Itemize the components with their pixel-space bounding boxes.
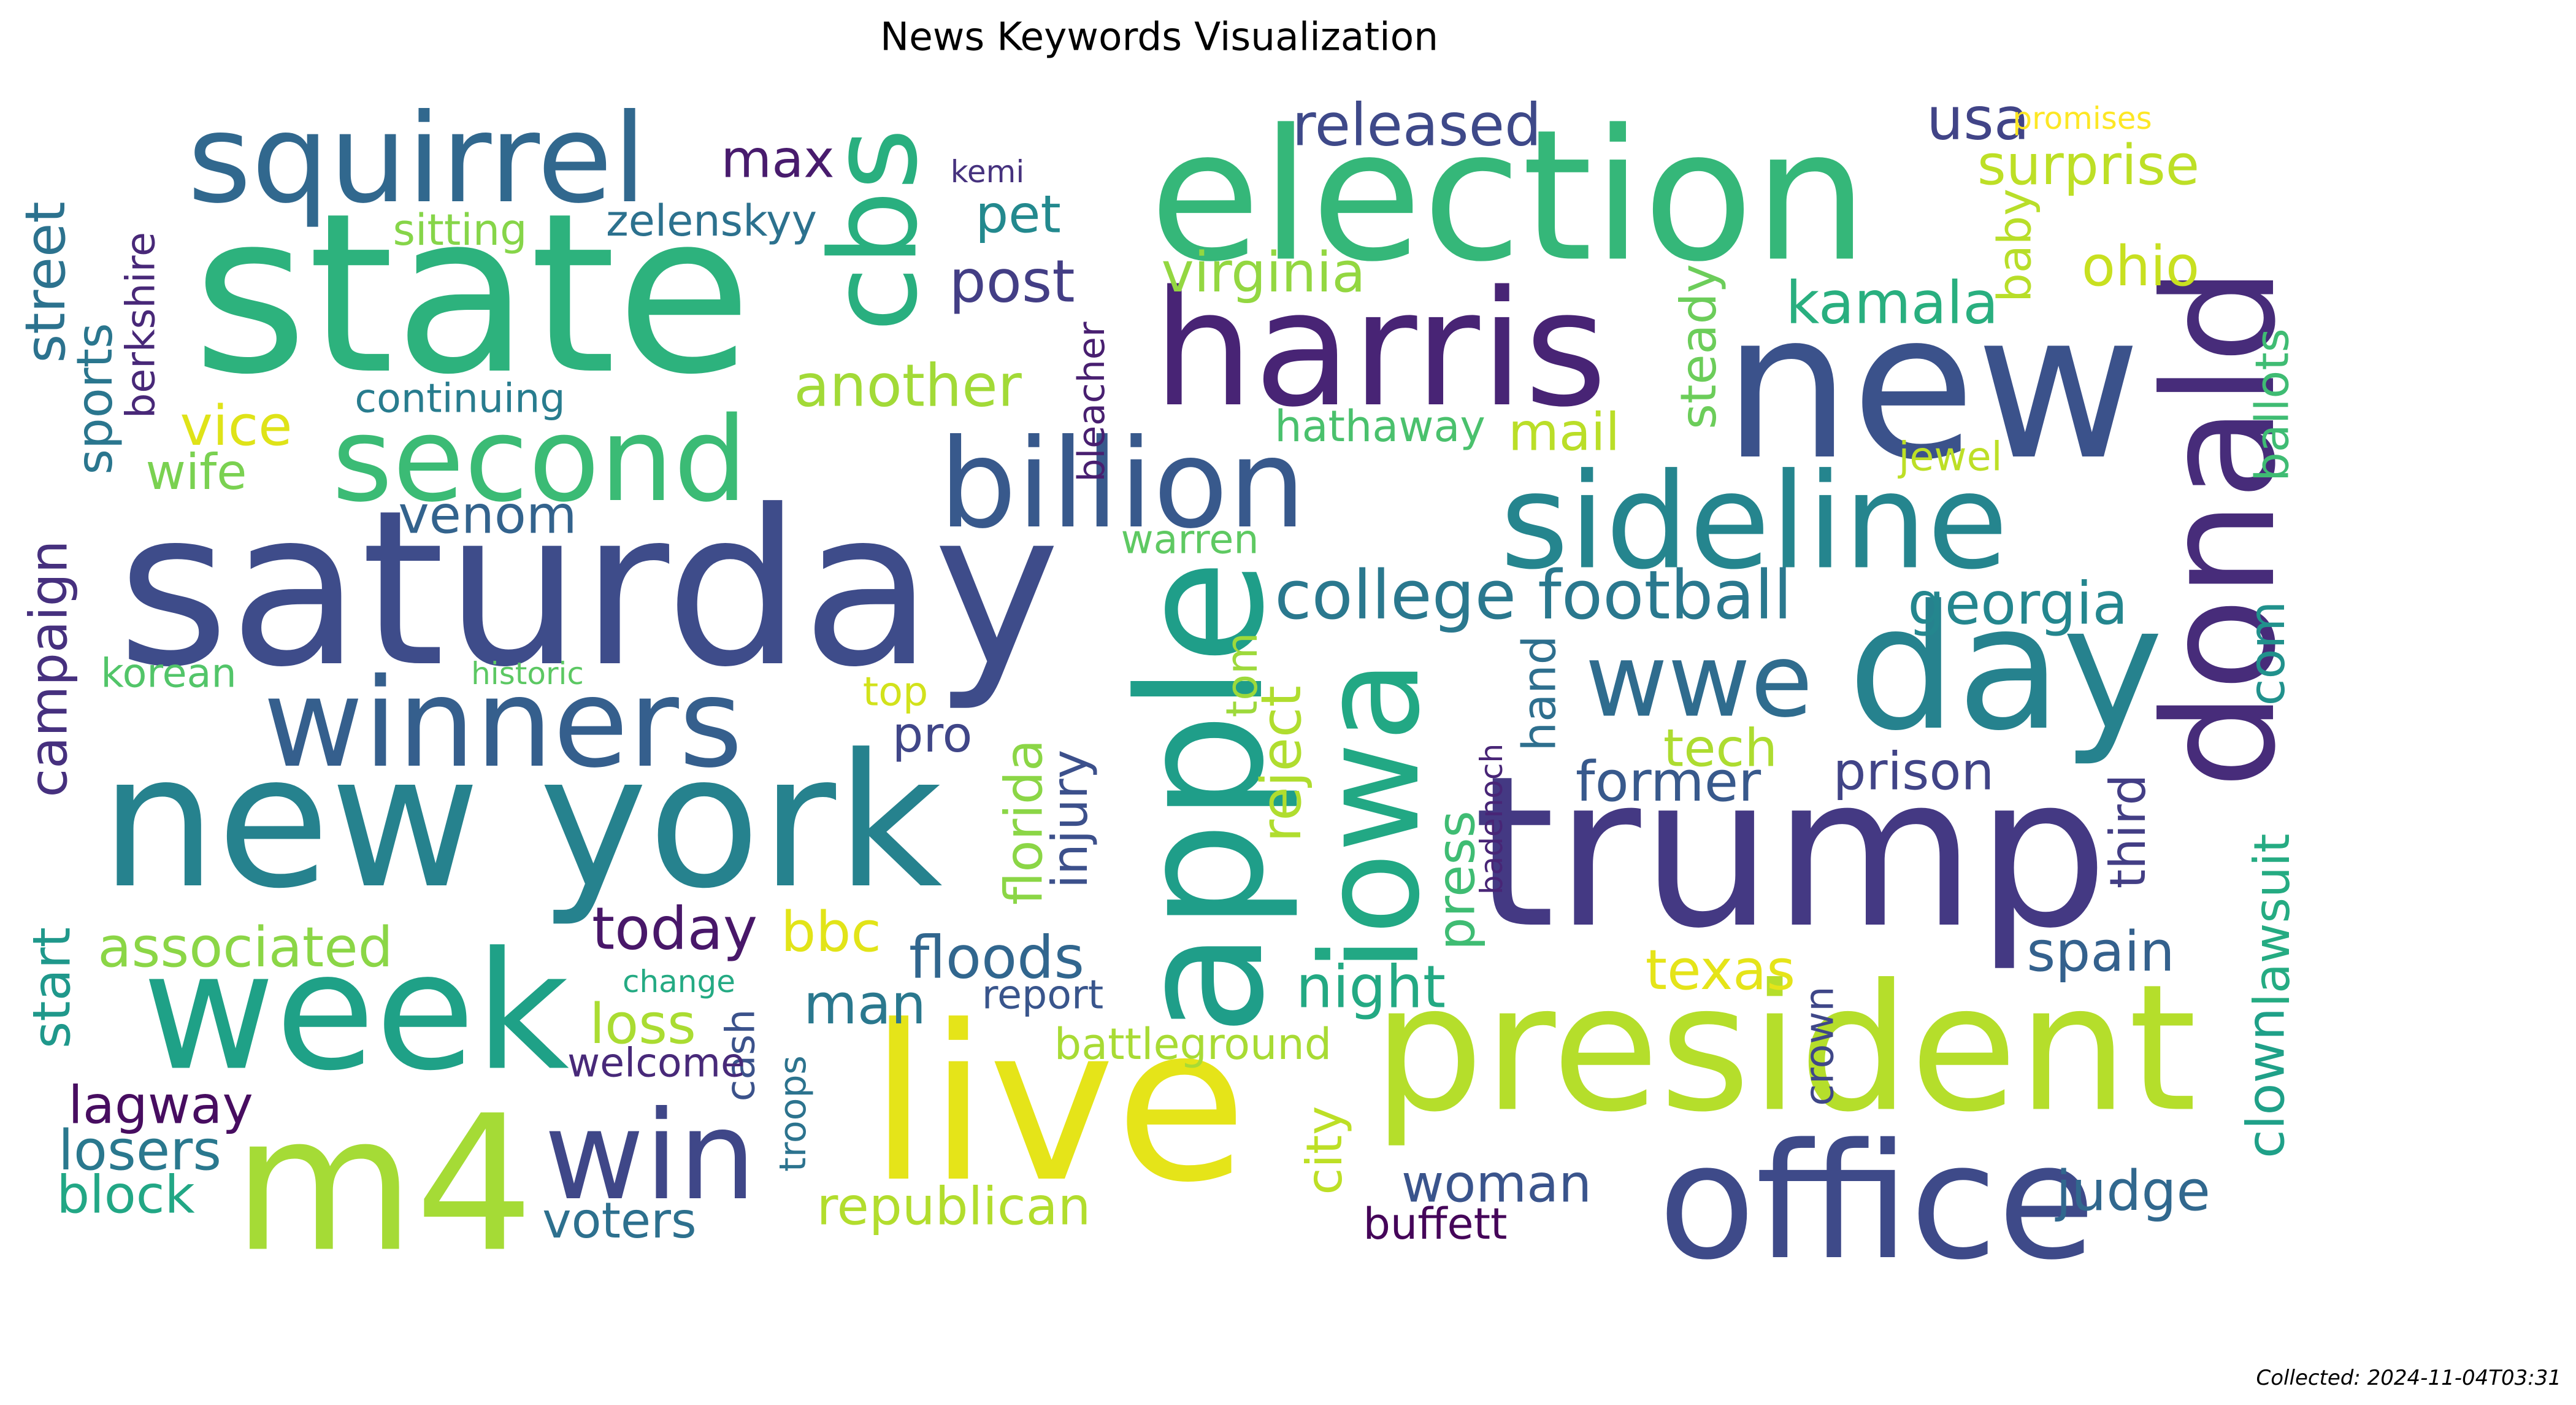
word-winners: winners bbox=[263, 652, 743, 795]
word-m4: m4 bbox=[232, 1075, 534, 1293]
collected-timestamp: Collected: 2024-11-04T03:31 bbox=[2256, 1366, 2561, 1390]
word-zelenskyy: zelenskyy bbox=[605, 196, 818, 246]
word-sports: sports bbox=[66, 323, 123, 475]
word-sitting: sitting bbox=[393, 205, 527, 255]
word-lawsuit: lawsuit bbox=[2244, 833, 2301, 1007]
word-losers: losers bbox=[58, 1118, 222, 1183]
word-bbc: bbc bbox=[781, 900, 881, 964]
word-squirrel: squirrel bbox=[187, 88, 647, 231]
word-virginia: virginia bbox=[1161, 241, 1366, 305]
word-saturday: saturday bbox=[117, 464, 1060, 714]
word-floods: floods bbox=[909, 924, 1084, 992]
word-troops: troops bbox=[772, 1055, 815, 1172]
word-voters: voters bbox=[542, 1192, 697, 1249]
figure-title: News Keywords Visualization bbox=[880, 14, 1439, 60]
word-berkshire: berkshire bbox=[118, 231, 164, 419]
word-change: change bbox=[622, 964, 736, 999]
word-kemi: kemi bbox=[950, 154, 1025, 190]
word-clown: clown bbox=[2236, 1007, 2297, 1158]
word-welcome: welcome bbox=[567, 1040, 746, 1087]
word-night: night bbox=[1295, 953, 1446, 1022]
word-kamala: kamala bbox=[1785, 269, 1999, 337]
word-day: day bbox=[1847, 569, 2164, 769]
word-promises: promises bbox=[2012, 101, 2152, 136]
word-city: city bbox=[1296, 1106, 1353, 1195]
word-campaign: campaign bbox=[18, 540, 80, 798]
word-third: third bbox=[2099, 774, 2156, 889]
word-republican: republican bbox=[816, 1176, 1091, 1238]
word-texas: texas bbox=[1645, 938, 1796, 1003]
word-start: start bbox=[21, 927, 83, 1049]
word-iowa: iowa bbox=[1292, 659, 1449, 973]
word-spain: spain bbox=[2026, 920, 2175, 984]
word-another: another bbox=[794, 352, 1022, 420]
word-state: state bbox=[193, 166, 752, 423]
word-woman: woman bbox=[1401, 1153, 1592, 1215]
word-tech: tech bbox=[1663, 718, 1778, 779]
word-jewel: jewel bbox=[1898, 434, 2003, 480]
word-surprise: surprise bbox=[1977, 133, 2200, 198]
word-sideline: sideline bbox=[1500, 444, 2009, 599]
word-harris: harris bbox=[1152, 257, 1608, 442]
word-prison: prison bbox=[1833, 741, 1995, 803]
word-georgia: georgia bbox=[1907, 570, 2128, 638]
word-hathaway: hathaway bbox=[1275, 401, 1485, 452]
word-trump: trump bbox=[1473, 731, 2109, 974]
word-block: block bbox=[56, 1164, 195, 1226]
word-released: released bbox=[1292, 91, 1542, 160]
word-mail: mail bbox=[1508, 402, 1620, 463]
word-continuing: continuing bbox=[355, 375, 565, 422]
word-new: new bbox=[1722, 269, 2142, 504]
word-election: election bbox=[1149, 90, 1869, 302]
word-baby: baby bbox=[1987, 188, 2042, 302]
word-max: max bbox=[721, 129, 835, 190]
word-report: report bbox=[981, 972, 1104, 1018]
word-pet: pet bbox=[975, 184, 1061, 245]
word-today: today bbox=[591, 895, 758, 963]
word-billion: billion bbox=[938, 413, 1306, 556]
word-warren: warren bbox=[1121, 517, 1259, 563]
word-new-york: new york bbox=[100, 715, 943, 929]
word-street: street bbox=[13, 201, 78, 363]
word-ballots: ballots bbox=[2245, 328, 2299, 482]
word-hand: hand bbox=[1512, 635, 1566, 752]
word-judge: judge bbox=[2056, 1159, 2210, 1223]
word-press: press bbox=[1426, 810, 1487, 950]
word-live: live bbox=[868, 979, 1248, 1230]
word-battleground: battleground bbox=[1054, 1019, 1332, 1069]
word-top: top bbox=[862, 669, 929, 715]
word-wife: wife bbox=[145, 444, 247, 501]
word-office: office bbox=[1658, 1110, 2096, 1295]
word-pro: pro bbox=[892, 706, 973, 763]
word-reject: reject bbox=[1249, 685, 1314, 842]
word-historic: historic bbox=[471, 656, 584, 691]
word-loss: loss bbox=[589, 992, 696, 1057]
word-vice: vice bbox=[180, 394, 293, 458]
word-crown: crown bbox=[1796, 986, 1843, 1106]
word-korean: korean bbox=[101, 650, 237, 697]
word-week: week bbox=[142, 917, 570, 1107]
word-wwe: wwe bbox=[1585, 622, 1813, 740]
word-steady: steady bbox=[1670, 264, 1727, 429]
word-college-football: college football bbox=[1275, 556, 1792, 634]
word-ohio: ohio bbox=[2081, 234, 2200, 299]
word-president: president bbox=[1373, 947, 2197, 1151]
word-buffett: buffett bbox=[1363, 1199, 1508, 1249]
word-former: former bbox=[1575, 750, 1761, 814]
word-com: com bbox=[2239, 601, 2296, 706]
word-usa: usa bbox=[1926, 85, 2030, 153]
word-lagway: lagway bbox=[68, 1075, 253, 1136]
word-second: second bbox=[332, 392, 748, 528]
word-post: post bbox=[949, 248, 1075, 316]
word-man: man bbox=[803, 972, 926, 1037]
word-associated: associated bbox=[98, 915, 393, 980]
word-venom: venom bbox=[398, 485, 577, 546]
word-injury: injury bbox=[1041, 749, 1098, 889]
word-win: win bbox=[544, 1085, 756, 1228]
word-bleacher: bleacher bbox=[1070, 321, 1113, 482]
